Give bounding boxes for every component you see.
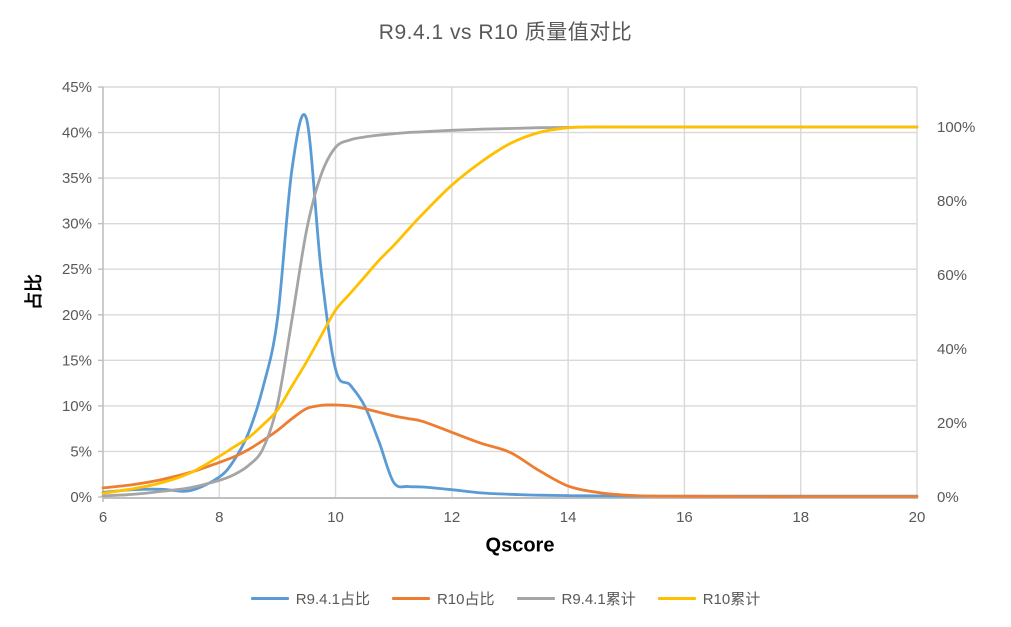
x-tick-label: 20: [909, 509, 926, 526]
x-tick-label: 18: [792, 509, 809, 526]
y-left-tick-label: 45%: [62, 79, 92, 96]
legend-line-swatch: [516, 597, 555, 600]
legend-label: R10占比: [436, 591, 495, 608]
x-tick-label: 6: [99, 509, 107, 526]
y-right-tick-label: 40%: [937, 341, 967, 358]
y-left-tick-label: 25%: [62, 261, 92, 278]
x-tick-label: 8: [215, 509, 223, 526]
legend-item-R10累计: R10累计: [657, 588, 761, 609]
y-left-tick-label: 5%: [70, 443, 92, 460]
y-right-tick-label: 80%: [937, 193, 967, 210]
x-tick-label: 16: [676, 509, 693, 526]
x-tick-label: 14: [560, 509, 577, 526]
y-left-tick-label: 35%: [62, 170, 92, 187]
legend-line-swatch: [391, 597, 430, 600]
x-tick-label: 10: [327, 509, 344, 526]
y-left-tick-label: 20%: [62, 307, 92, 324]
series-line-R9.4.1累计: [101, 125, 919, 498]
chart-title: R9.4.1 vs R10 质量值对比: [378, 21, 633, 44]
chart-legend: R9.4.1占比 R10占比 R9.4.1累计 R10累计: [0, 588, 1011, 609]
legend-label: R10累计: [702, 591, 761, 608]
series-line-R10累计: [101, 125, 919, 495]
y-left-tick-label: 30%: [62, 216, 92, 233]
legend-item-R9.4.1累计: R9.4.1累计: [516, 588, 636, 609]
x-axis-title: Qscore: [485, 534, 555, 557]
legend-label: R9.4.1累计: [561, 591, 636, 608]
legend-item-R9.4.1占比: R9.4.1占比: [250, 588, 370, 609]
series-line-R10占比: [101, 403, 919, 498]
y-right-tick-label: 60%: [937, 267, 967, 284]
y-right-tick-label: 100%: [937, 119, 975, 136]
x-tick-label: 12: [444, 509, 461, 526]
y-left-tick-label: 10%: [62, 398, 92, 415]
y-right-tick-label: 0%: [937, 489, 959, 506]
y-left-tick-label: 15%: [62, 352, 92, 369]
y-left-tick-label: 0%: [70, 489, 92, 506]
y-axis-title: 占比: [24, 274, 44, 310]
legend-label: R9.4.1占比: [295, 591, 370, 608]
y-right-tick-label: 20%: [937, 415, 967, 432]
legend-line-swatch: [250, 597, 289, 600]
series-line-R9.4.1占比: [101, 113, 919, 498]
legend-line-swatch: [657, 597, 696, 600]
legend-item-R10占比: R10占比: [391, 588, 495, 609]
y-left-tick-label: 40%: [62, 125, 92, 142]
